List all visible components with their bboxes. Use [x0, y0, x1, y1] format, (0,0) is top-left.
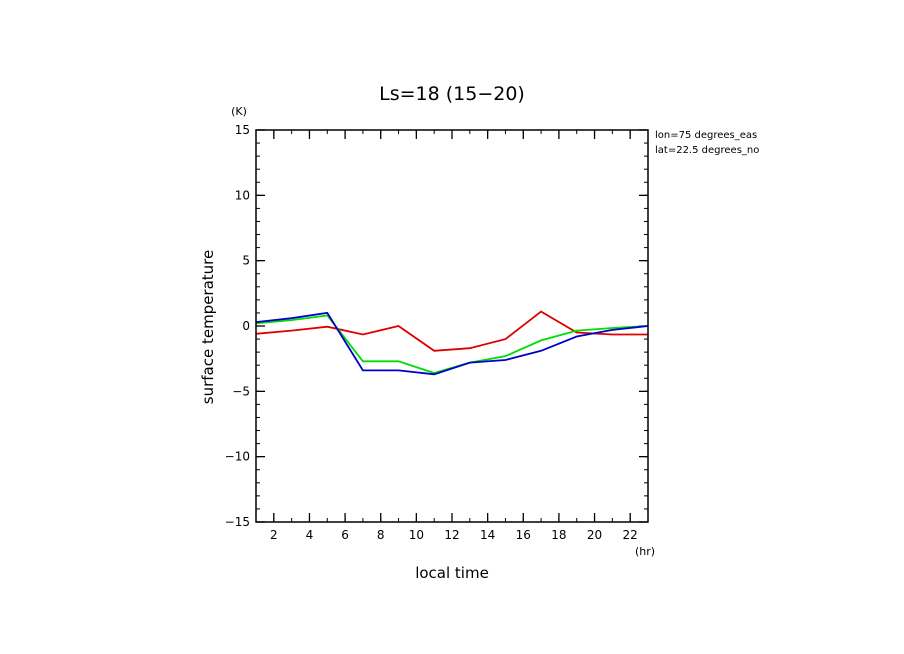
y-tick-label: 5 — [242, 254, 250, 268]
y-tick-label: −15 — [225, 515, 250, 529]
y-tick-label: 15 — [235, 123, 250, 137]
series-line-3 — [255, 311, 649, 376]
x-tick-label: 16 — [516, 528, 531, 542]
y-tick-label: −5 — [232, 384, 250, 398]
x-axis-label: local time — [415, 564, 489, 582]
x-tick-label: 4 — [306, 528, 314, 542]
y-tick-label: −10 — [225, 450, 250, 464]
x-tick-label: 6 — [341, 528, 349, 542]
x-tick-label: 22 — [623, 528, 638, 542]
x-unit-label: (hr) — [635, 545, 655, 558]
y-unit-label: (K) — [231, 105, 247, 118]
series-line-1 — [255, 310, 648, 352]
series-line-2 — [255, 314, 649, 374]
chart-title: Ls=18 (15−20) — [379, 83, 525, 105]
x-tick-label: 2 — [270, 528, 278, 542]
y-tick-label: 0 — [242, 319, 250, 333]
x-tick-label: 12 — [444, 528, 459, 542]
x-tick-label: 8 — [377, 528, 385, 542]
plot-frame — [255, 129, 649, 523]
y-tick-label: 10 — [235, 188, 250, 202]
annotation-lon: lon=75 degrees_eas — [655, 130, 757, 141]
annotation-lat: lat=22.5 degrees_no — [655, 145, 759, 156]
y-axis-label: surface temperature — [199, 250, 217, 405]
x-tick-label: 20 — [587, 528, 602, 542]
x-tick-label: 14 — [480, 528, 495, 542]
x-tick-label: 10 — [409, 528, 424, 542]
x-tick-label: 18 — [551, 528, 566, 542]
